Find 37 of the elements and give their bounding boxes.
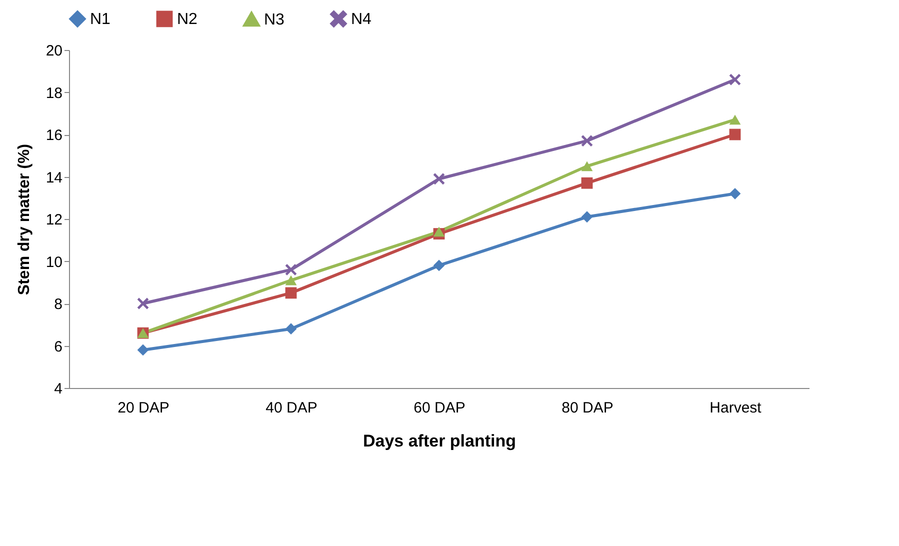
point (729, 188, 741, 200)
legend-label: N3 (264, 11, 285, 28)
point (581, 161, 593, 172)
x-axis-title: Days after planting (362, 432, 516, 450)
point (285, 264, 297, 276)
point (729, 114, 741, 125)
point (433, 226, 445, 237)
x-tick-label: 60 DAP (414, 400, 466, 416)
point (729, 128, 741, 140)
y-axis-title: Stem dry matter (%) (16, 144, 33, 296)
point (581, 177, 593, 189)
y-tick-label: 10 (46, 254, 62, 271)
x-tick-label: 40 DAP (266, 400, 318, 416)
y-tick-label: 18 (46, 84, 62, 102)
point (285, 275, 297, 286)
point (137, 298, 149, 310)
y-tick-label: 4 (54, 380, 62, 398)
x-tick-label: Harvest (710, 400, 762, 416)
x-tick-label: 20 DAP (118, 400, 170, 416)
y-tick-label: 20 (46, 42, 62, 60)
point (581, 135, 593, 147)
y-tick-label: 14 (46, 169, 62, 186)
legend-label: N1 (90, 10, 111, 28)
y-tick-label: 12 (46, 212, 62, 228)
y-tick-label: 8 (54, 296, 62, 313)
y-tick-label: 16 (46, 127, 62, 144)
point (285, 287, 297, 299)
point (729, 74, 741, 86)
legend-label: N4 (351, 10, 372, 28)
point (137, 344, 149, 356)
legend-label: N2 (177, 10, 198, 28)
y-tick-label: 6 (54, 338, 62, 356)
point (433, 173, 445, 185)
point (433, 260, 445, 272)
point (581, 211, 593, 223)
x-tick-label: 80 DAP (562, 400, 614, 416)
point (285, 323, 297, 335)
